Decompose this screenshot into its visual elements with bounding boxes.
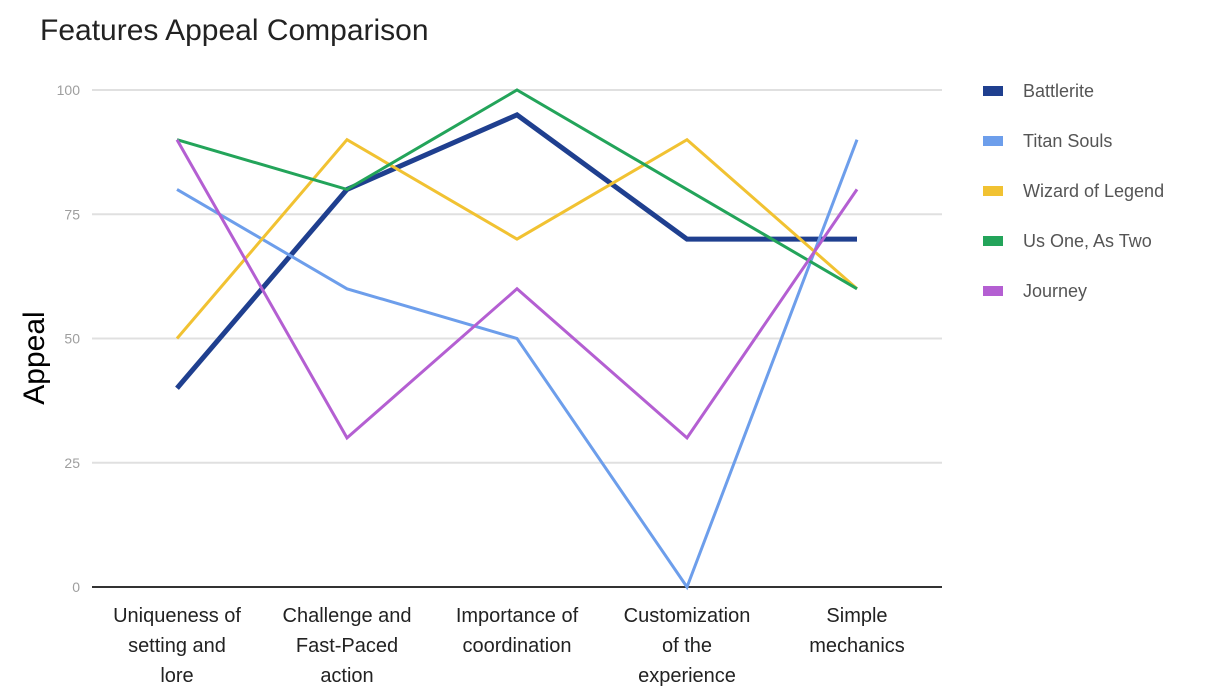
series-titan-souls [176, 139, 859, 591]
x-tick-label-line: action [320, 665, 373, 687]
x-tick-label-line: lore [160, 665, 193, 687]
x-tick-label-line: of the [662, 635, 712, 657]
series-us-one-as-two [176, 88, 858, 291]
x-tick-label: Importance of coordination [456, 605, 579, 657]
legend-item[interactable]: Wizard of Legend [983, 181, 1164, 201]
series-line [175, 111, 857, 390]
legend-item[interactable]: Titan Souls [983, 131, 1112, 151]
y-tick-label: 25 [64, 455, 80, 471]
y-tick-label: 100 [57, 82, 81, 98]
legend-swatch [983, 136, 1003, 146]
y-tick-label: 0 [72, 579, 80, 595]
series-journey [175, 138, 859, 441]
legend-label: Wizard of Legend [1023, 181, 1164, 201]
legend-item[interactable]: Us One, As Two [983, 231, 1152, 251]
legend-swatch [983, 286, 1003, 296]
x-tick-label: Simple mechanics [809, 605, 905, 657]
series-line [176, 88, 858, 291]
legend-label: Titan Souls [1023, 131, 1112, 151]
series-line [176, 139, 859, 591]
y-tick-label: 75 [64, 206, 80, 222]
legend-label: Battlerite [1023, 81, 1094, 101]
legend[interactable]: Battlerite Titan Souls Wizard of Legend Us … [983, 81, 1164, 301]
x-tick-label-line: Uniqueness of [113, 605, 241, 627]
x-tick-label: Uniqueness of setting and lore [113, 605, 241, 687]
x-tick-label-line: Simple [826, 605, 887, 627]
legend-swatch [983, 186, 1003, 196]
x-tick-label: Challenge and Fast-Paced action [283, 605, 412, 687]
legend-swatch [983, 86, 1003, 96]
x-tick-label-line: experience [638, 665, 736, 687]
x-tick-label-line: mechanics [809, 635, 905, 657]
x-tick-label-line: Customization [624, 605, 751, 627]
x-tick-label-line: setting and [128, 635, 226, 657]
legend-swatch [983, 236, 1003, 246]
legend-item[interactable]: Journey [983, 281, 1087, 301]
y-axis-label: Appeal [18, 311, 51, 404]
y-tick-label: 50 [64, 331, 80, 347]
y-axis-ticks: 0 25 50 75 100 [57, 82, 81, 595]
x-tick-label-line: Fast-Paced [296, 635, 398, 657]
series-battlerite [175, 111, 858, 390]
series-lines [175, 88, 859, 591]
x-tick-label-line: Challenge and [283, 605, 412, 627]
x-tick-label-line: coordination [463, 635, 572, 657]
x-tick-label-line: Importance of [456, 605, 579, 627]
chart-title: Features Appeal Comparison [40, 14, 429, 47]
x-axis-ticks: Uniqueness of setting and lore Challenge an… [113, 605, 905, 687]
legend-item[interactable]: Battlerite [983, 81, 1094, 101]
legend-label: Journey [1023, 281, 1087, 301]
legend-label: Us One, As Two [1023, 231, 1152, 251]
x-tick-label: Customization of the experience [624, 605, 751, 687]
